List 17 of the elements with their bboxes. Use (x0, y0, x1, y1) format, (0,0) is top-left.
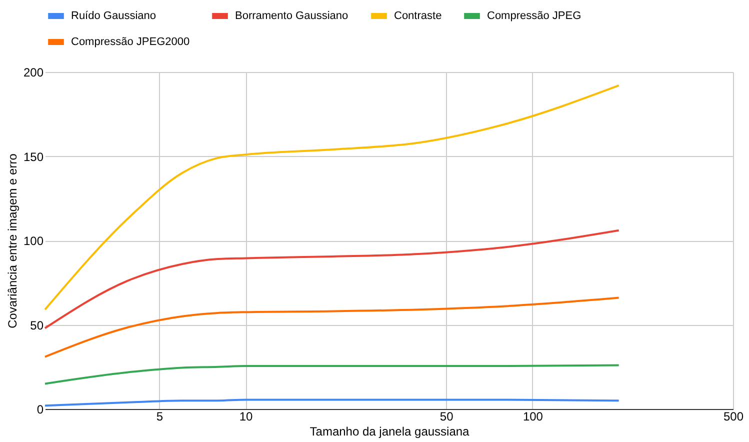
y-tick-label: 0 (36, 402, 44, 416)
y-axis-title: Covariância entre imagem e erro (5, 153, 20, 328)
x-tick-label: 10 (239, 410, 254, 424)
y-tick-label: 200 (23, 66, 44, 80)
x-tick-label: 50 (440, 410, 454, 424)
y-tick-label: 100 (23, 234, 44, 248)
legend-label: Ruído Gaussiano (71, 10, 156, 22)
legend-label: Contraste (394, 10, 442, 22)
x-tick-label: 500 (723, 410, 744, 424)
y-tick-label: 50 (30, 318, 44, 332)
legend-label: Compressão JPEG2000 (71, 36, 190, 48)
legend-label: Compressão JPEG (487, 10, 582, 22)
y-tick-label: 150 (23, 150, 44, 164)
x-axis-title: Tamanho da janela gaussiana (310, 424, 470, 438)
x-tick-label: 100 (522, 410, 544, 424)
legend-label: Borramento Gaussiano (235, 10, 348, 22)
x-tick-label: 5 (156, 410, 164, 424)
